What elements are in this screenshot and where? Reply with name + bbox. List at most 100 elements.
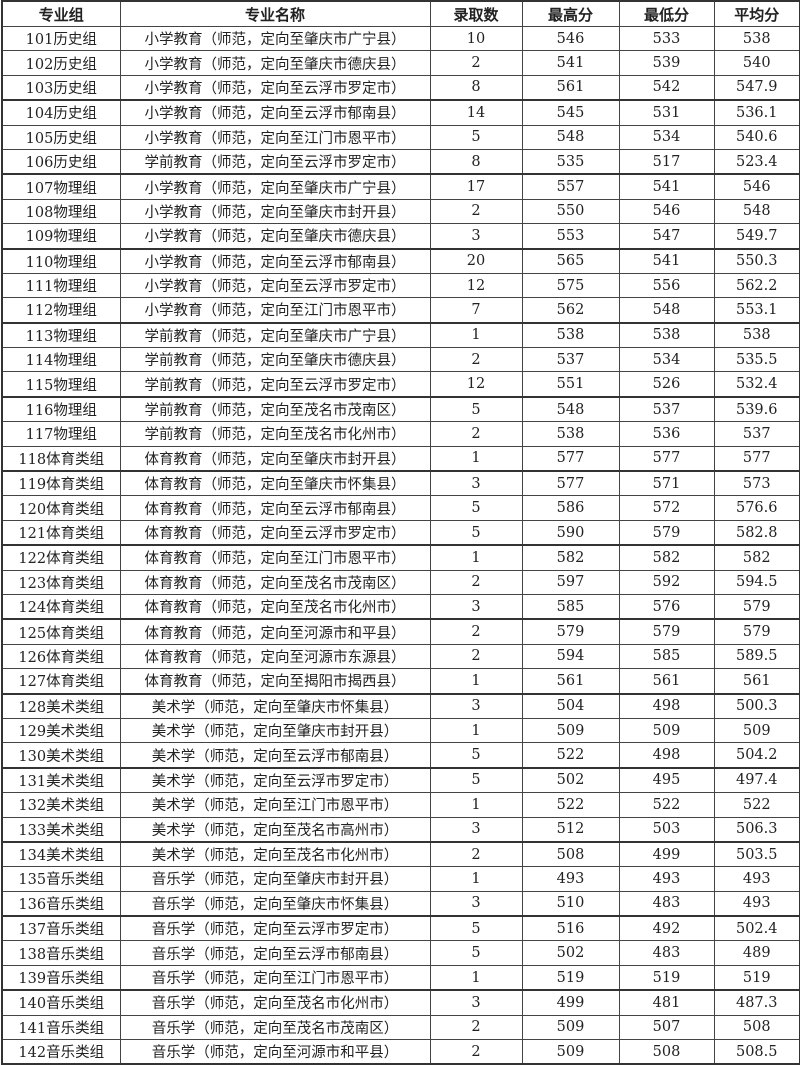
avg-score-cell: 509 [713,717,800,744]
header-max-score: 最高分 [521,0,620,27]
min-score-cell: 507 [618,1014,715,1041]
admitted-cell: 2 [429,198,523,225]
min-score-cell: 483 [618,890,715,918]
admitted-cell: 5 [429,915,523,942]
admitted-cell: 17 [429,173,523,200]
avg-score-cell: 502.4 [713,915,800,942]
major-cell: 小学教育（师范，定向至云浮市郁南县） [119,248,431,274]
major-cell: 小学教育（师范，定向至肇庆市广宁县） [119,173,431,200]
max-score-cell: 508 [521,841,620,868]
min-score-cell: 541 [618,173,715,200]
table-row: 141音乐类组 音乐学（师范，定向至茂名市茂南区） 2 509 507 508 [1,1014,800,1041]
avg-score-cell: 579 [713,593,800,621]
min-score-cell: 483 [618,940,715,966]
table-row: 142音乐类组 音乐学（师范，定向至河源市和平县） 2 509 508 508.5 [1,1039,800,1065]
max-score-cell: 519 [521,964,620,992]
min-score-cell: 492 [618,915,715,942]
admitted-cell: 5 [429,396,523,423]
group-cell: 125体育类组 [1,618,121,645]
group-cell: 104历史组 [1,99,121,126]
table-row: 134美术类组 美术学（师范，定向至茂名市化州市） 2 508 499 503.5 [1,841,800,868]
min-score-cell: 519 [618,964,715,992]
admitted-cell: 3 [429,593,523,621]
avg-score-cell: 561 [713,668,800,695]
major-cell: 学前教育（师范，定向至云浮市罗定市） [119,148,431,176]
avg-score-cell: 503.5 [713,841,800,868]
major-cell: 美术学（师范，定向至云浮市罗定市） [119,767,431,794]
group-cell: 138音乐类组 [1,940,121,966]
major-cell: 体育教育（师范，定向至江门市恩平市） [119,544,431,571]
major-cell: 体育教育（师范，定向至河源市和平县） [119,618,431,645]
major-cell: 体育教育（师范，定向至揭阳市揭西县） [119,668,431,695]
major-cell: 小学教育（师范，定向至云浮市郁南县） [119,99,431,126]
group-cell: 116物理组 [1,396,121,423]
major-cell: 美术学（师范，定向至肇庆市封开县） [119,717,431,744]
table-row: 108物理组 小学教育（师范，定向至肇庆市封开县） 2 550 546 548 [1,198,800,225]
major-cell: 美术学（师范，定向至茂名市化州市） [119,841,431,868]
admitted-cell: 5 [429,495,523,521]
major-cell: 体育教育（师范，定向至云浮市郁南县） [119,495,431,521]
max-score-cell: 516 [521,915,620,942]
avg-score-cell: 579 [713,618,800,645]
admitted-cell: 1 [429,717,523,744]
avg-score-cell: 537 [713,421,800,447]
min-score-cell: 538 [618,322,715,349]
header-avg-score: 平均分 [713,0,800,27]
table-row: 107物理组 小学教育（师范，定向至肇庆市广宁县） 17 557 541 546 [1,173,800,200]
admitted-cell: 2 [429,618,523,645]
group-cell: 110物理组 [1,248,121,274]
group-cell: 117物理组 [1,421,121,447]
max-score-cell: 575 [521,272,620,299]
avg-score-cell: 493 [713,890,800,918]
admitted-cell: 1 [429,964,523,992]
major-cell: 音乐学（师范，定向至茂名市化州市） [119,989,431,1016]
major-cell: 音乐学（师范，定向至河源市和平县） [119,1039,431,1065]
max-score-cell: 565 [521,248,620,274]
group-cell: 123体育类组 [1,569,121,595]
group-cell: 130美术类组 [1,742,121,769]
avg-score-cell: 489 [713,940,800,966]
table-row: 125体育类组 体育教育（师范，定向至河源市和平县） 2 579 579 579 [1,618,800,645]
admitted-cell: 2 [429,50,523,76]
group-cell: 128美术类组 [1,693,121,719]
avg-score-cell: 540 [713,50,800,76]
admitted-cell: 5 [429,124,523,150]
admitted-cell: 20 [429,248,523,274]
major-cell: 体育教育（师范，定向至肇庆市怀集县） [119,470,431,497]
table-row: 117物理组 学前教育（师范，定向至茂名市化州市） 2 538 536 537 [1,421,800,447]
admitted-cell: 1 [429,322,523,349]
avg-score-cell: 548 [713,198,800,225]
max-score-cell: 553 [521,223,620,250]
group-cell: 137音乐类组 [1,915,121,942]
group-cell: 136音乐类组 [1,890,121,918]
avg-score-cell: 582.8 [713,519,800,547]
table-body: 101历史组 小学教育（师范，定向至肇庆市广宁县） 10 546 533 538 102历史… [1,25,800,1065]
table-row: 139音乐类组 音乐学（师范，定向至江门市恩平市） 1 519 519 519 [1,964,800,992]
admitted-cell: 8 [429,74,523,102]
table-row: 104历史组 小学教育（师范，定向至云浮市郁南县） 14 545 531 536.1 [1,99,800,126]
max-score-cell: 548 [521,396,620,423]
max-score-cell: 579 [521,618,620,645]
table-row: 130美术类组 美术学（师范，定向至云浮市郁南县） 5 522 498 504.2 [1,742,800,769]
table-row: 122体育类组 体育教育（师范，定向至江门市恩平市） 1 582 582 582 [1,544,800,571]
min-score-cell: 571 [618,470,715,497]
admitted-cell: 3 [429,890,523,918]
group-cell: 135音乐类组 [1,866,121,892]
admitted-cell: 2 [429,1039,523,1065]
avg-score-cell: 540.6 [713,124,800,150]
min-score-cell: 508 [618,1039,715,1065]
table-row: 127体育类组 体育教育（师范，定向至揭阳市揭西县） 1 561 561 561 [1,668,800,695]
avg-score-cell: 508.5 [713,1039,800,1065]
admitted-cell: 12 [429,272,523,299]
table-row: 103历史组 小学教育（师范，定向至云浮市罗定市） 8 561 542 547.9 [1,74,800,102]
avg-score-cell: 577 [713,445,800,473]
min-score-cell: 556 [618,272,715,299]
avg-score-cell: 589.5 [713,643,800,670]
min-score-cell: 534 [618,124,715,150]
avg-score-cell: 500.3 [713,693,800,719]
group-cell: 103历史组 [1,74,121,102]
max-score-cell: 557 [521,173,620,200]
max-score-cell: 590 [521,519,620,547]
min-score-cell: 592 [618,569,715,595]
table-row: 135音乐类组 音乐学（师范，定向至肇庆市封开县） 1 493 493 493 [1,866,800,892]
